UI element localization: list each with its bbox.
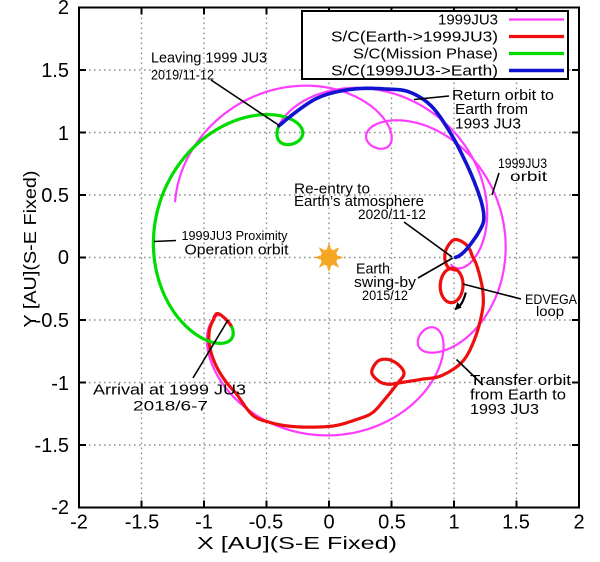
svg-text:orbit: orbit xyxy=(510,168,547,184)
svg-text:S/C(1999JU3->Earth): S/C(1999JU3->Earth) xyxy=(331,64,498,80)
svg-text:1: 1 xyxy=(448,512,459,534)
svg-text:1999JU3: 1999JU3 xyxy=(498,155,547,171)
svg-text:Transfer orbit: Transfer orbit xyxy=(470,373,571,389)
svg-text:-0.5: -0.5 xyxy=(35,310,69,332)
svg-text:1.5: 1.5 xyxy=(502,512,530,534)
svg-text:2019/11-12: 2019/11-12 xyxy=(151,67,214,83)
svg-text:1993 JU3: 1993 JU3 xyxy=(470,402,539,418)
svg-text:0: 0 xyxy=(323,512,334,534)
svg-text:0.5: 0.5 xyxy=(378,512,406,534)
svg-text:2: 2 xyxy=(573,512,584,534)
svg-text:-2: -2 xyxy=(51,497,69,519)
svg-text:Earth’s atmosphere: Earth’s atmosphere xyxy=(294,194,424,210)
svg-text:-1.5: -1.5 xyxy=(35,435,69,457)
svg-text:Operation orbit: Operation orbit xyxy=(185,243,289,259)
svg-text:1999JU3 Proximity: 1999JU3 Proximity xyxy=(182,229,289,243)
svg-text:0.5: 0.5 xyxy=(41,185,69,207)
svg-text:0: 0 xyxy=(58,247,69,269)
svg-text:Earth: Earth xyxy=(356,262,390,278)
svg-text:S/C(Earth->1999JU3): S/C(Earth->1999JU3) xyxy=(331,30,498,46)
svg-text:1.5: 1.5 xyxy=(41,60,69,82)
svg-text:Y [AU](S-E Fixed): Y [AU](S-E Fixed) xyxy=(20,171,40,328)
svg-text:1993 JU3: 1993 JU3 xyxy=(455,117,521,133)
svg-text:2: 2 xyxy=(58,0,69,19)
svg-text:loop: loop xyxy=(536,304,564,319)
svg-text:2018/6-7: 2018/6-7 xyxy=(133,399,208,414)
svg-text:Arrival at 1999 JU3: Arrival at 1999 JU3 xyxy=(93,383,246,399)
svg-text:X [AU](S-E Fixed): X [AU](S-E Fixed) xyxy=(197,533,397,553)
svg-text:swing-by: swing-by xyxy=(354,275,417,291)
svg-text:Leaving 1999 JU3: Leaving 1999 JU3 xyxy=(151,51,267,67)
svg-text:from Earth to: from Earth to xyxy=(470,388,566,404)
svg-text:2015/12: 2015/12 xyxy=(362,288,408,303)
svg-text:1999JU3: 1999JU3 xyxy=(438,13,498,29)
svg-text:-1: -1 xyxy=(51,373,69,395)
svg-text:-1: -1 xyxy=(195,512,213,534)
svg-text:S/C(Mission Phase): S/C(Mission Phase) xyxy=(353,47,498,63)
svg-text:Return orbit to: Return orbit to xyxy=(452,88,554,104)
svg-text:Earth from: Earth from xyxy=(455,102,528,118)
svg-text:1: 1 xyxy=(58,123,69,145)
svg-text:Re-entry to: Re-entry to xyxy=(294,182,370,198)
svg-text:-1.5: -1.5 xyxy=(125,512,159,534)
svg-text:2020/11-12: 2020/11-12 xyxy=(358,207,426,222)
svg-text:-2: -2 xyxy=(70,512,88,534)
svg-text:EDVEGA: EDVEGA xyxy=(525,292,577,307)
svg-text:-0.5: -0.5 xyxy=(249,512,283,534)
